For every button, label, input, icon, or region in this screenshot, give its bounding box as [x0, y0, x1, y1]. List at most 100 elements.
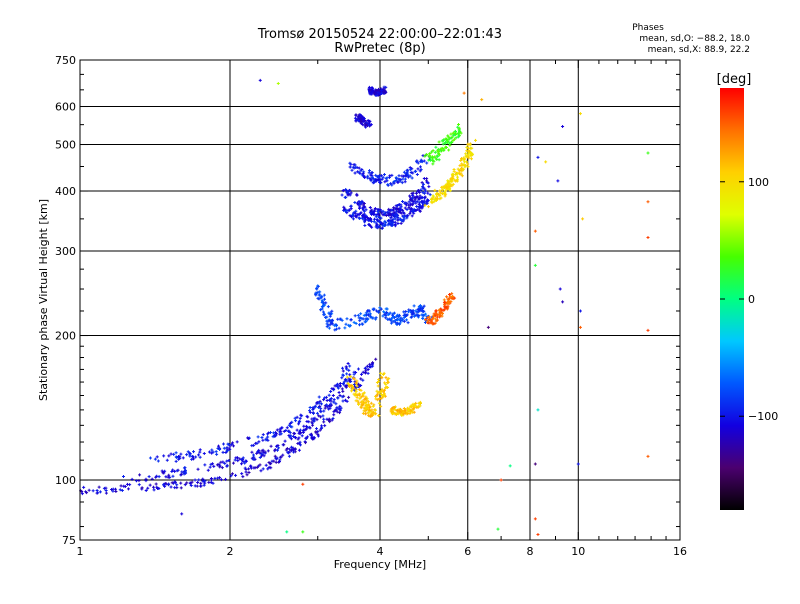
data-point	[360, 201, 364, 205]
data-point	[91, 489, 95, 493]
data-point	[169, 485, 173, 489]
data-point	[426, 205, 430, 209]
data-point	[356, 119, 360, 123]
data-point	[421, 190, 425, 194]
data-point	[392, 311, 396, 315]
data-point	[359, 377, 363, 381]
data-point	[148, 483, 152, 487]
data-point	[418, 169, 422, 173]
data-point	[308, 410, 312, 414]
data-point	[420, 181, 424, 185]
stats-heading: Phases	[632, 23, 664, 33]
data-point	[366, 371, 370, 375]
data-point	[411, 171, 415, 175]
data-point	[361, 172, 365, 176]
scatter-point	[558, 287, 562, 291]
data-point	[409, 197, 413, 201]
data-point	[220, 466, 224, 470]
data-point	[267, 461, 271, 465]
data-point	[421, 182, 425, 186]
data-point	[426, 199, 430, 203]
data-point	[421, 316, 425, 320]
data-point	[104, 486, 108, 490]
data-point	[167, 454, 171, 458]
data-point	[322, 409, 326, 413]
data-point	[331, 393, 335, 397]
data-point	[454, 179, 458, 183]
data-point	[359, 388, 363, 392]
data-point	[406, 408, 410, 412]
data-point	[241, 475, 245, 479]
data-point	[221, 450, 225, 454]
data-point	[350, 389, 354, 393]
data-point	[359, 120, 363, 124]
data-point	[252, 453, 256, 457]
data-point	[401, 208, 405, 212]
data-point	[380, 88, 384, 92]
data-point	[322, 312, 326, 316]
data-point	[210, 451, 214, 455]
data-point	[354, 399, 358, 403]
data-point	[206, 468, 210, 472]
data-point	[163, 484, 167, 488]
data-point	[366, 174, 370, 178]
data-point	[293, 448, 297, 452]
data-point	[377, 397, 381, 401]
data-point	[373, 408, 377, 412]
data-point	[104, 491, 108, 495]
data-point	[427, 317, 431, 321]
data-point	[304, 424, 308, 428]
data-point	[363, 366, 367, 370]
data-point	[413, 169, 417, 173]
data-point	[386, 210, 390, 214]
data-point	[434, 309, 438, 313]
scatter-point	[276, 82, 280, 86]
data-point	[328, 323, 332, 327]
data-point	[217, 444, 221, 448]
data-point	[366, 368, 370, 372]
data-point	[331, 416, 335, 420]
data-point	[421, 200, 425, 204]
data-point	[348, 364, 352, 368]
data-point	[435, 315, 439, 319]
data-point	[436, 154, 440, 158]
data-point	[284, 428, 288, 432]
data-point	[375, 381, 379, 385]
data-point	[396, 318, 400, 322]
data-point	[417, 189, 421, 193]
data-point	[343, 207, 347, 211]
data-point	[359, 384, 363, 388]
data-point	[179, 472, 183, 476]
data-point	[384, 376, 388, 380]
data-point	[351, 217, 355, 221]
data-point	[233, 458, 237, 462]
data-point	[258, 463, 262, 467]
data-point	[442, 308, 446, 312]
data-point	[359, 372, 363, 376]
data-point	[368, 90, 372, 94]
data-point	[426, 191, 430, 195]
data-point	[442, 298, 446, 302]
data-point	[380, 376, 384, 380]
y-tick-label: 750	[55, 54, 76, 67]
data-point	[146, 486, 150, 490]
data-point	[207, 480, 211, 484]
data-point	[374, 357, 378, 361]
data-point	[371, 364, 375, 368]
data-point	[359, 312, 363, 316]
data-point	[437, 140, 441, 144]
data-point	[415, 194, 419, 198]
data-point	[203, 463, 207, 467]
data-point	[97, 485, 101, 489]
data-point	[437, 308, 441, 312]
data-point	[406, 175, 410, 179]
data-point	[344, 322, 348, 326]
data-point	[359, 406, 363, 410]
data-point	[369, 414, 373, 418]
data-point	[282, 429, 286, 433]
data-point	[339, 406, 343, 410]
data-point	[323, 396, 327, 400]
data-point	[396, 207, 400, 211]
data-point	[282, 443, 286, 447]
data-point	[434, 156, 438, 160]
